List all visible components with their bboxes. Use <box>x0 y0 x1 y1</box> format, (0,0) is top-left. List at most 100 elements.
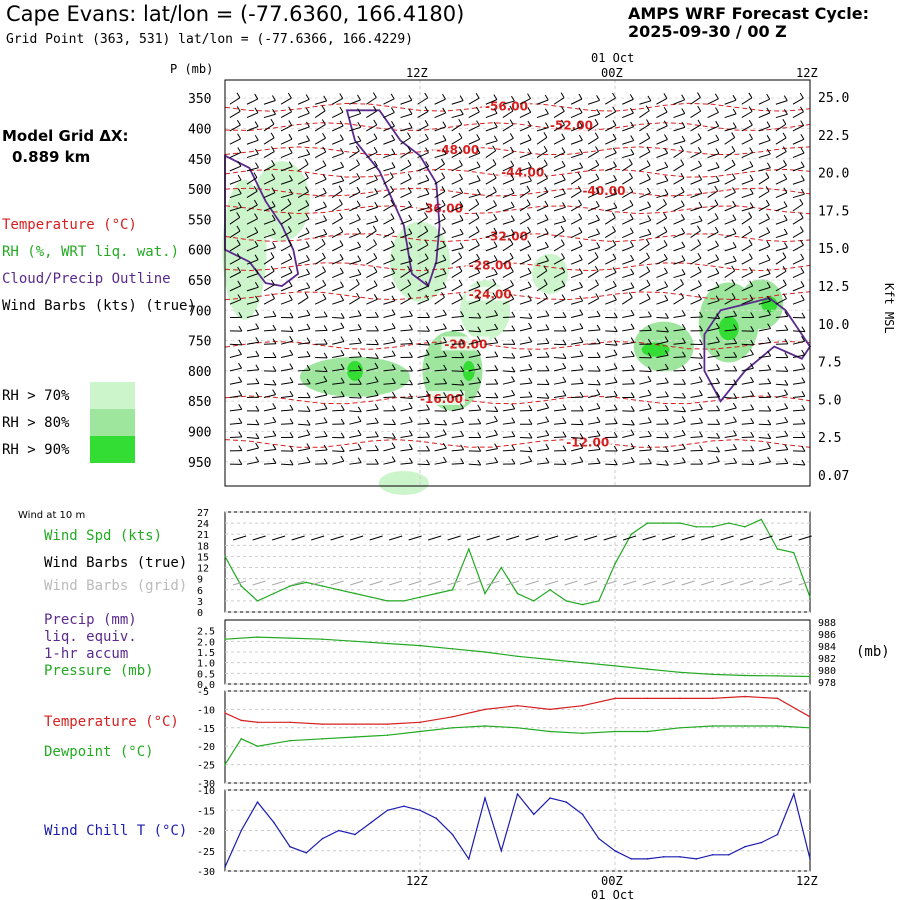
wind-barb <box>297 153 310 159</box>
wind-barb-flag <box>629 172 633 179</box>
wind-barb <box>553 271 565 278</box>
series-point <box>516 592 519 595</box>
wind-barb-flag <box>800 147 805 154</box>
wind-barb-flag <box>767 392 772 398</box>
wind-barb-flag <box>579 281 583 288</box>
height-tick-label: 25.0 <box>818 91 849 106</box>
wind-barb-flag <box>425 349 430 355</box>
wind-barb-flag <box>699 353 703 359</box>
wind-barb-flag <box>443 337 447 343</box>
wind-barb-flag <box>596 324 601 331</box>
series-point <box>256 745 259 747</box>
wind-barb <box>502 271 514 278</box>
wind-barb <box>741 165 754 172</box>
wind-barb-flag <box>442 227 446 233</box>
panel-frame-1 <box>224 511 811 613</box>
wind-barb <box>349 273 362 279</box>
wind-barb <box>229 408 242 412</box>
wind-barb <box>246 461 259 465</box>
wind-barb <box>724 205 736 212</box>
wind-barb-flag <box>613 161 617 167</box>
wind-barb <box>400 150 412 158</box>
wind-barb <box>553 299 566 305</box>
wind-barb <box>297 177 309 185</box>
wind-barb <box>485 410 498 413</box>
wind-barb <box>502 380 515 385</box>
wind-barb-flag <box>389 172 394 178</box>
wind-barb-flag <box>272 403 277 409</box>
wind-barb-flag <box>510 187 515 194</box>
wind-barb <box>622 423 635 426</box>
panel-tick-label: -20 <box>197 742 215 753</box>
wind-barb-flag <box>238 376 243 383</box>
series-point <box>256 721 259 724</box>
wind-barb <box>298 369 311 372</box>
wind-barb-flag <box>477 418 482 425</box>
wind-barb-flag <box>562 390 567 396</box>
wind-barb-flag <box>749 202 754 208</box>
wind-barb-flag <box>714 226 719 233</box>
wind-barb <box>724 448 737 452</box>
wind-barb-flag <box>782 118 787 125</box>
temperature-contour-label: -24.00 <box>469 288 512 302</box>
wind-barb <box>298 447 310 452</box>
wind-barb <box>792 179 805 185</box>
wind-barb-flag <box>766 295 771 302</box>
wind-barb-flag <box>357 94 361 101</box>
wind-barb-flag <box>697 105 702 112</box>
series-point <box>419 644 421 647</box>
wind-barb <box>724 270 735 278</box>
wind-barb-flag <box>288 106 293 113</box>
wind-barb-flag <box>681 416 686 422</box>
wind-barb-flag <box>628 292 633 298</box>
wind-barb-flag <box>766 93 771 100</box>
wind-barb-flag <box>372 92 377 98</box>
wind-barb-flag <box>509 133 514 139</box>
wind-barb <box>451 408 464 412</box>
wind-barb-flag <box>562 431 567 438</box>
wind-barb <box>400 462 413 465</box>
wind-barb-flag <box>783 214 788 221</box>
wind-barb <box>792 299 805 305</box>
wind-barb <box>673 448 686 452</box>
wind-barb-flag <box>323 95 328 102</box>
wind-barb-flag <box>613 432 618 438</box>
wind-barb-flag <box>511 366 516 373</box>
series-point <box>662 522 665 524</box>
panel-tick-label: 18 <box>197 541 209 552</box>
wind-barb-flag <box>699 445 703 451</box>
series-point <box>809 675 811 678</box>
panel-tick-label: -15 <box>197 806 215 817</box>
height-tick-label: 5.0 <box>818 393 841 408</box>
wind-barb <box>315 435 328 439</box>
wind-barb-flag <box>374 174 378 180</box>
wind-barb <box>570 245 583 252</box>
wind-barb <box>792 330 805 333</box>
wind-barb-flag <box>238 417 243 424</box>
wind-barb-flag <box>716 419 721 425</box>
wind-barb-flag <box>647 95 652 102</box>
wind-barb-flag <box>612 133 617 140</box>
wind-barb-flag <box>305 200 310 206</box>
wind-barb-flag <box>578 93 583 100</box>
wind-barb-flag <box>355 279 360 285</box>
wind-barb-flag <box>749 266 753 273</box>
wind-barb-flag <box>254 282 259 288</box>
wind-barb <box>485 369 498 372</box>
wind-barb <box>297 163 309 172</box>
wind-barb <box>536 270 548 278</box>
wind-barb-flag <box>407 187 412 193</box>
series-point <box>256 801 259 803</box>
temperature-contour-label: -56.00 <box>485 99 528 113</box>
surface-wind-barb <box>583 535 598 541</box>
wind-barb-flag <box>698 188 703 194</box>
wind-barb-flag <box>408 94 413 101</box>
wind-barb <box>349 246 361 252</box>
wind-barb-flag <box>374 325 379 332</box>
wind-barb <box>758 153 771 159</box>
wind-barb-flag <box>767 378 772 384</box>
wind-barb-flag <box>766 254 771 261</box>
wind-barb <box>297 232 310 239</box>
wind-barb <box>673 205 685 212</box>
wind-barb <box>707 355 720 359</box>
